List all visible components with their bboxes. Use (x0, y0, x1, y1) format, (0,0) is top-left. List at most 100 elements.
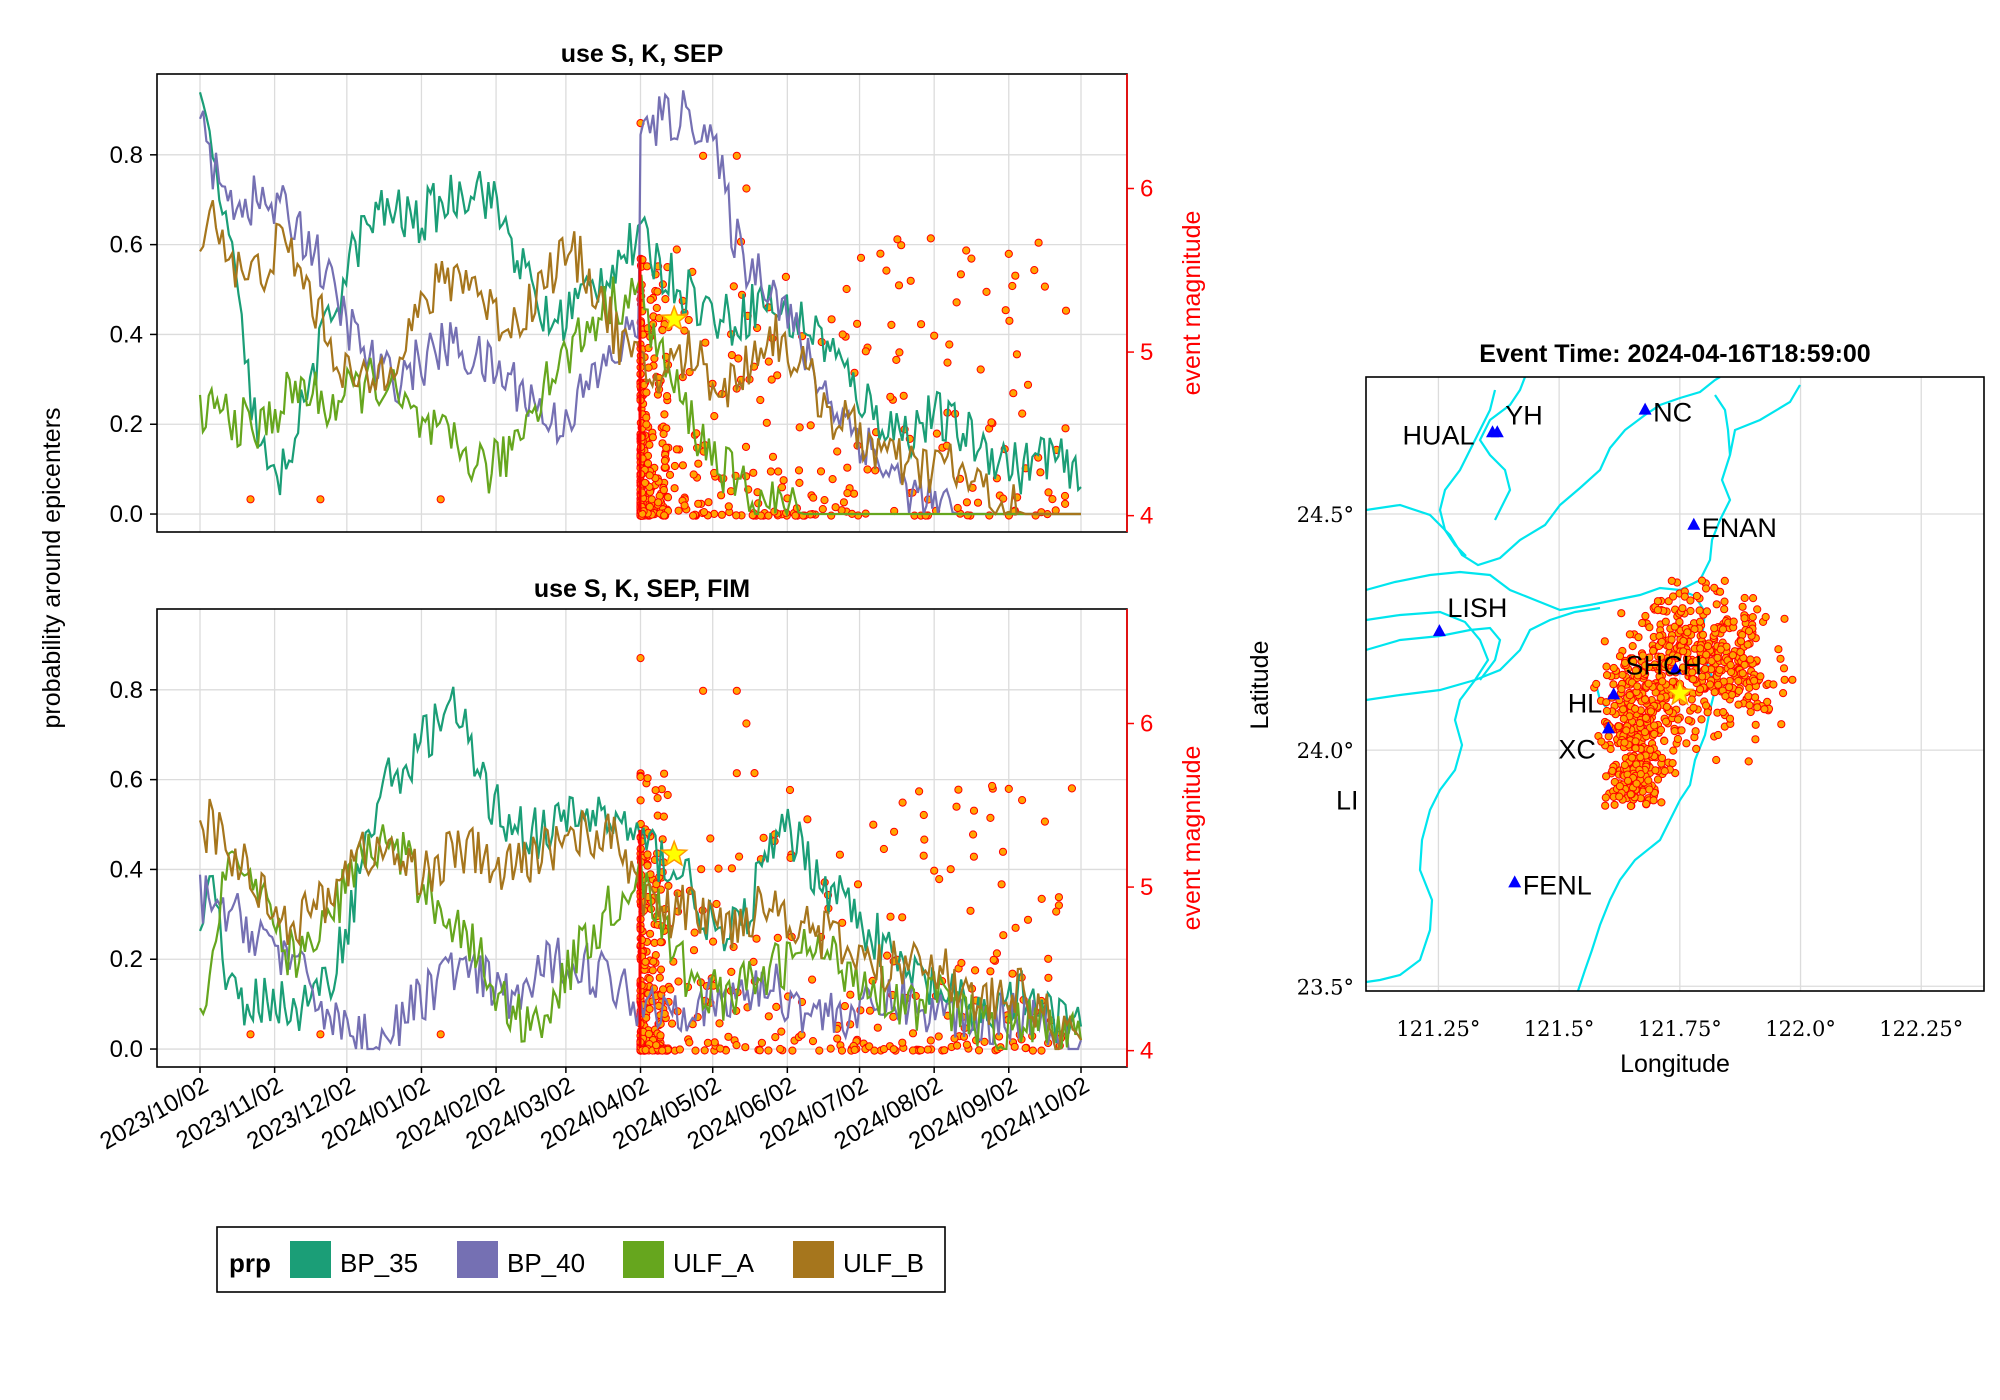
event-point (916, 1046, 926, 1055)
event-point (887, 320, 896, 329)
event-point (704, 498, 713, 507)
event-point (646, 295, 655, 304)
event-point (670, 484, 679, 493)
station-label-hl: HL (1568, 688, 1603, 718)
map-event-point (1670, 727, 1679, 736)
map-event-point (1631, 666, 1640, 675)
map-event-point (1726, 661, 1735, 670)
station-label-nc: NC (1653, 398, 1692, 428)
event-point (767, 375, 776, 384)
event-point (647, 495, 656, 504)
map-event-point (1601, 793, 1610, 802)
station-label-hual: HUAL (1403, 420, 1475, 450)
event-point (694, 459, 703, 468)
station-label-xc: XC (1558, 734, 1596, 764)
event-point (906, 276, 915, 285)
map-event-point (1597, 737, 1606, 746)
map-event-point (1746, 707, 1755, 717)
map-event-point (1602, 772, 1611, 781)
event-point (755, 1046, 764, 1055)
event-point (808, 975, 817, 984)
event-point (898, 1038, 907, 1047)
top-epicenter-star (659, 304, 689, 332)
event-point (759, 833, 768, 842)
event-point (794, 466, 804, 475)
map-event-point (1635, 719, 1645, 728)
top-chart-title: use S, K, SEP (561, 40, 724, 68)
bot-y2-tick-label: 4 (1140, 1038, 1153, 1065)
map-x-tick-label: 122.0° (1765, 1017, 1836, 1041)
event-point (685, 1038, 694, 1047)
event-point (898, 913, 907, 922)
map-event-point (1645, 785, 1654, 794)
event-point (652, 1041, 661, 1050)
map-event-point (1718, 625, 1728, 634)
shared-y-axis-label: probability around epicenters (38, 407, 66, 728)
event-point (665, 470, 675, 479)
map-event-point (1714, 680, 1723, 689)
top-y-tick-label: 0.0 (110, 501, 143, 528)
map-event-point (1658, 677, 1667, 686)
event-point (690, 928, 699, 937)
map-event-point (1656, 693, 1665, 702)
map-event-point (1696, 617, 1705, 626)
event-point (1011, 271, 1020, 280)
map-event-point (1684, 716, 1693, 725)
map-frame (1365, 376, 1985, 992)
map-event-point (1740, 614, 1749, 623)
event-point (987, 418, 996, 427)
event-point (1061, 306, 1071, 315)
top-y2-tick-label: 6 (1140, 176, 1153, 203)
event-point (773, 933, 782, 943)
event-point (660, 456, 670, 465)
event-point (684, 315, 693, 325)
event-point (675, 1045, 685, 1054)
event-point (849, 489, 859, 498)
event-point (856, 253, 866, 262)
map-event-point (1679, 636, 1688, 646)
event-point (772, 1002, 781, 1012)
event-point (762, 418, 771, 427)
event-point (1040, 817, 1050, 826)
event-point (658, 1046, 667, 1055)
map-event-point (1645, 623, 1654, 632)
event-point (953, 1041, 962, 1050)
event-point (246, 1030, 255, 1039)
river-8 (1714, 394, 1732, 456)
event-point (886, 392, 895, 401)
event-point (1028, 1046, 1038, 1055)
map-y-tick-label: 24.5° (1297, 503, 1354, 527)
map-event-point (1662, 702, 1672, 711)
event-point (658, 326, 667, 335)
river-1 (1366, 377, 1721, 567)
map-event-point (1617, 685, 1626, 694)
map-event-point (1644, 776, 1653, 785)
event-point (816, 467, 826, 476)
map-event-point (1669, 746, 1678, 755)
event-point (969, 852, 979, 861)
station-marker-lish (1432, 624, 1446, 637)
event-point (659, 485, 669, 495)
bottom-epicenter-star (659, 839, 689, 867)
event-point (764, 511, 773, 520)
event-point (653, 287, 662, 296)
map-event-point (1620, 658, 1630, 668)
map-event-point (1749, 594, 1758, 603)
map-event-point (1696, 644, 1705, 653)
event-point (741, 1043, 750, 1052)
station-marker-hl (1607, 687, 1621, 700)
map-event-point (1701, 584, 1711, 593)
map-event-point (1592, 679, 1601, 689)
legend: prp BP_35 BP_40 ULF_A ULF_B (216, 1226, 946, 1293)
event-point (652, 880, 661, 889)
map-event-point (1682, 739, 1691, 748)
event-point (946, 865, 955, 874)
bottom-y2-axis-label: event magnitude (1178, 746, 1206, 931)
event-point (648, 433, 658, 442)
map-event-point (1753, 703, 1762, 712)
event-point (923, 1045, 932, 1054)
event-point (850, 1045, 859, 1055)
top-y-tick-label: 0.6 (110, 232, 143, 259)
event-point (1044, 973, 1053, 982)
event-point (952, 802, 961, 811)
